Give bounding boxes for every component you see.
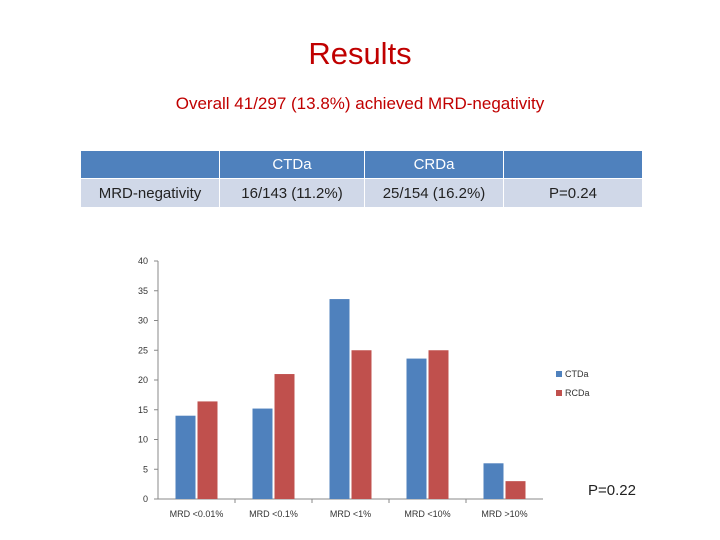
y-tick-label: 30 (138, 316, 148, 326)
y-tick-label: 25 (138, 345, 148, 355)
y-tick-label: 5 (143, 464, 148, 474)
legend-label-rcda: RCDa (565, 388, 590, 398)
legend-swatch-rcda (556, 390, 562, 396)
summary-header-pvalue (503, 150, 643, 179)
bar-ctda (329, 299, 350, 499)
summary-row-label: MRD-negativity (80, 178, 220, 208)
y-tick-label: 40 (138, 256, 148, 266)
summary-data-row: MRD-negativity 16/143 (11.2%) 25/154 (16… (80, 178, 643, 208)
summary-table: CTDa CRDa MRD-negativity 16/143 (11.2%) … (80, 150, 643, 208)
summary-header-row: CTDa CRDa (80, 150, 643, 179)
bar-ctda (252, 408, 273, 499)
x-tick-label: MRD >10% (481, 509, 527, 519)
summary-value-ctda: 16/143 (11.2%) (219, 178, 365, 208)
y-tick-label: 20 (138, 375, 148, 385)
y-tick-label: 0 (143, 494, 148, 504)
summary-header-crda: CRDa (364, 150, 504, 179)
page-subtitle: Overall 41/297 (13.8%) achieved MRD-nega… (175, 94, 545, 113)
summary-p-value: P=0.24 (503, 178, 643, 208)
summary-value-crda: 25/154 (16.2%) (364, 178, 504, 208)
bar-ctda (483, 463, 504, 499)
legend-label-ctda: CTDa (565, 369, 589, 379)
y-tick-label: 10 (138, 435, 148, 445)
y-tick-label: 35 (138, 286, 148, 296)
bar-rcda (351, 350, 372, 499)
x-tick-label: MRD <10% (404, 509, 450, 519)
summary-header-ctda: CTDa (219, 150, 365, 179)
bar-ctda (175, 415, 196, 499)
bar-rcda (428, 350, 449, 499)
y-tick-label: 15 (138, 405, 148, 415)
legend-swatch-ctda (556, 371, 562, 377)
x-tick-label: MRD <0.01% (170, 509, 224, 519)
page-title: Results (308, 36, 412, 71)
x-tick-label: MRD <1% (330, 509, 371, 519)
summary-header-cell-empty (80, 150, 220, 179)
bar-rcda (274, 374, 295, 499)
bar-rcda (197, 401, 218, 499)
chart-p-value: P=0.22 (588, 482, 636, 499)
x-tick-label: MRD <0.1% (249, 509, 298, 519)
bar-ctda (406, 358, 427, 499)
bar-rcda (505, 481, 526, 499)
